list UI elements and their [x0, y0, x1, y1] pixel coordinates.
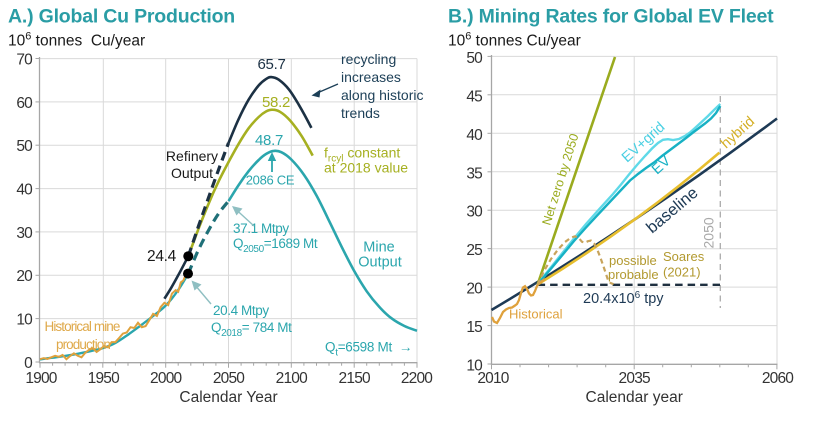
svg-text:probable: probable	[608, 267, 659, 282]
svg-text:2100: 2100	[276, 370, 308, 387]
svg-text:recycling: recycling	[341, 51, 396, 67]
svg-text:1900: 1900	[25, 370, 57, 387]
svg-text:20.4 Mtpy: 20.4 Mtpy	[213, 303, 269, 318]
svg-text:production: production	[56, 337, 110, 352]
svg-text:along historic: along historic	[341, 87, 424, 103]
svg-text:Soares: Soares	[663, 249, 705, 264]
svg-text:2086 CE: 2086 CE	[246, 173, 295, 188]
svg-text:A.) Global Cu Production: A.) Global Cu Production	[8, 6, 235, 28]
svg-text:Refinery: Refinery	[166, 148, 218, 164]
svg-text:Calendar Year: Calendar Year	[179, 389, 277, 406]
svg-text:58.2: 58.2	[262, 94, 290, 111]
svg-text:B.) Mining Rates for Global EV: B.) Mining Rates for Global EV Fleet	[448, 6, 774, 28]
svg-text:Qt=6598 Mt →: Qt=6598 Mt →	[325, 340, 412, 359]
svg-text:30: 30	[466, 204, 483, 221]
svg-text:possible: possible	[609, 253, 657, 268]
svg-text:35: 35	[466, 165, 482, 182]
svg-text:Output: Output	[358, 255, 402, 271]
svg-text:65.7: 65.7	[258, 56, 286, 73]
svg-text:0: 0	[24, 355, 33, 372]
svg-text:50: 50	[466, 50, 483, 67]
svg-text:2050: 2050	[213, 370, 245, 387]
svg-text:10: 10	[16, 312, 33, 329]
svg-text:20: 20	[16, 268, 33, 285]
svg-text:1950: 1950	[88, 370, 120, 387]
svg-text:(2021): (2021)	[663, 265, 701, 280]
svg-text:106 tonnes Cu/year: 106 tonnes Cu/year	[8, 31, 145, 50]
svg-text:at 2018 value: at 2018 value	[324, 160, 408, 176]
svg-text:2060: 2060	[762, 370, 794, 387]
svg-text:20: 20	[466, 281, 483, 298]
svg-text:45: 45	[466, 88, 482, 105]
svg-text:20.4x106 tpy: 20.4x106 tpy	[583, 290, 664, 307]
svg-text:48.7: 48.7	[255, 132, 283, 149]
svg-text:Calendar year: Calendar year	[586, 389, 683, 406]
svg-text:2010: 2010	[477, 370, 509, 387]
svg-text:60: 60	[16, 95, 33, 112]
svg-text:Historical mine: Historical mine	[44, 319, 119, 334]
svg-text:25: 25	[466, 242, 482, 259]
svg-text:2200: 2200	[401, 370, 433, 387]
svg-text:50: 50	[16, 138, 33, 155]
svg-text:Mine: Mine	[363, 240, 394, 256]
svg-text:10: 10	[466, 358, 483, 375]
svg-text:40: 40	[16, 182, 33, 199]
svg-text:Output: Output	[171, 165, 213, 181]
svg-text:37.1 Mtpy: 37.1 Mtpy	[233, 221, 289, 236]
svg-text:30: 30	[16, 225, 33, 242]
svg-text:2050: 2050	[701, 217, 717, 248]
svg-text:increases: increases	[341, 69, 401, 85]
svg-text:2150: 2150	[339, 370, 371, 387]
svg-text:frcyl constant: frcyl constant	[324, 145, 400, 165]
svg-text:2000: 2000	[150, 370, 182, 387]
svg-text:70: 70	[16, 52, 33, 69]
svg-text:trends: trends	[341, 105, 380, 121]
svg-text:2035: 2035	[619, 370, 650, 387]
svg-text:15: 15	[466, 319, 482, 336]
svg-text:24.4: 24.4	[147, 248, 177, 265]
svg-text:106 tonnes Cu/year: 106 tonnes Cu/year	[448, 31, 581, 50]
svg-text:Historical: Historical	[509, 307, 563, 322]
svg-text:40: 40	[466, 127, 483, 144]
